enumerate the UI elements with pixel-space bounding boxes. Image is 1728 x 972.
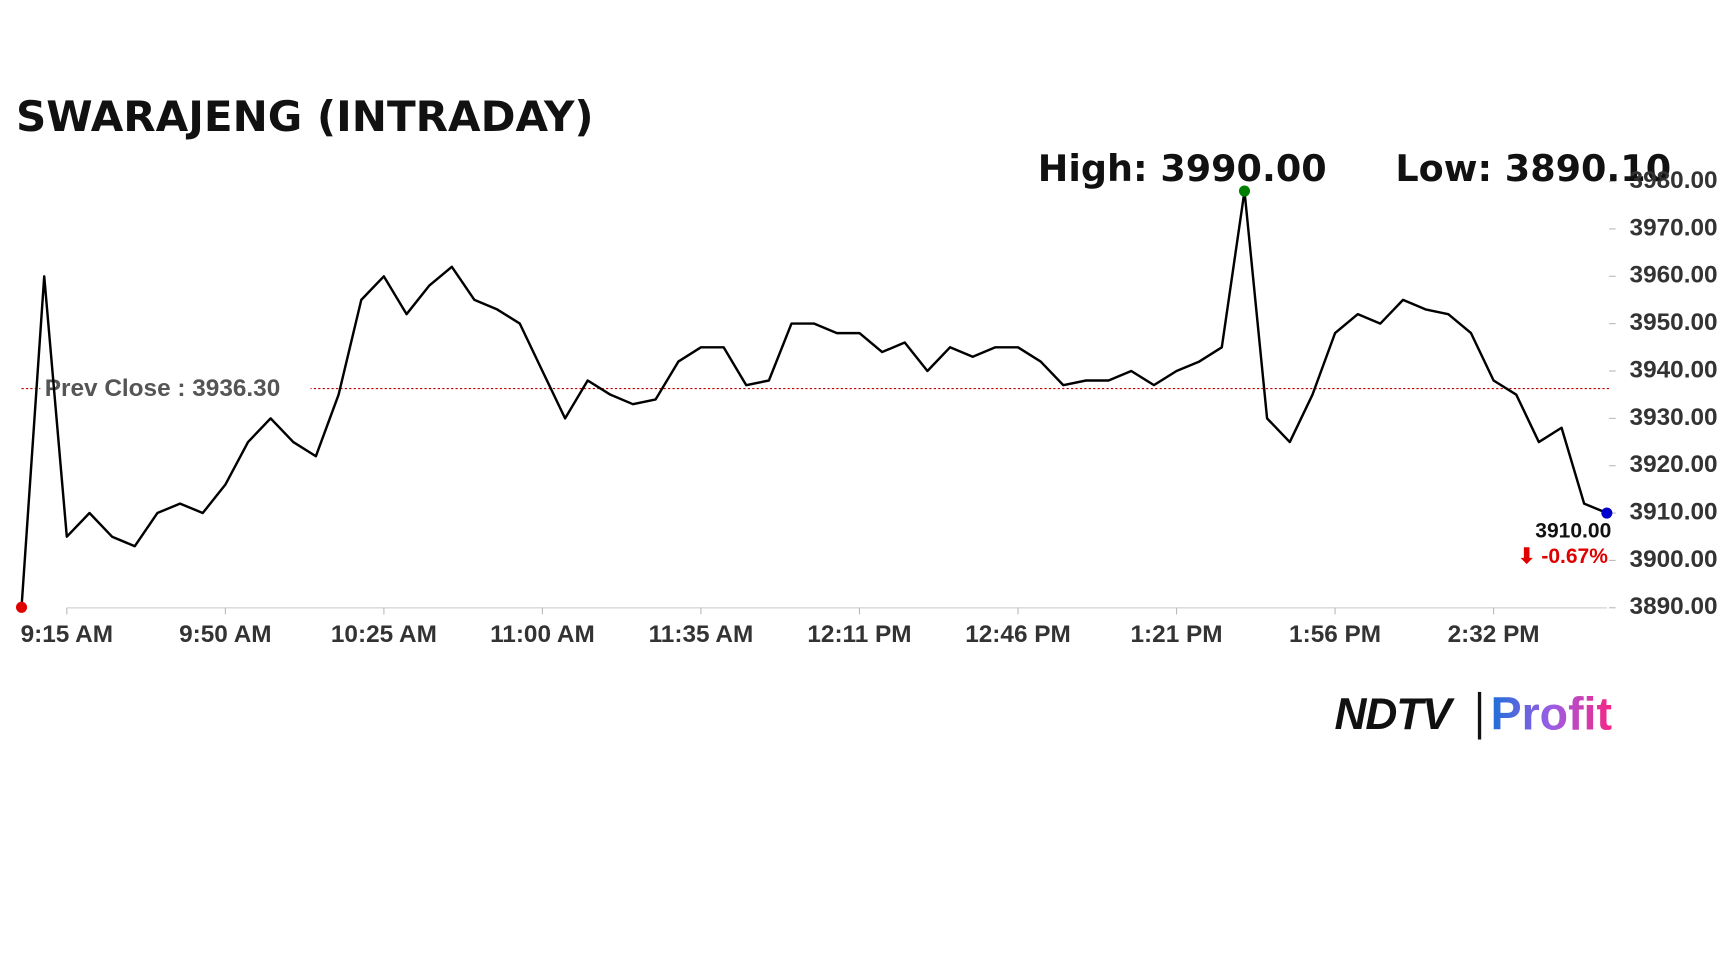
x-tick-label: 9:50 AM bbox=[179, 621, 271, 648]
y-tick-label: 3920.00 bbox=[1630, 451, 1718, 478]
y-tick-label: 3980.00 bbox=[1630, 167, 1718, 194]
y-tick-label: 3910.00 bbox=[1630, 498, 1718, 525]
x-tick-label: 12:11 PM bbox=[807, 621, 911, 648]
low-dot bbox=[15, 601, 28, 613]
price-line bbox=[20, 189, 1608, 608]
x-tick-label: 10:25 AM bbox=[331, 621, 437, 648]
high-dot bbox=[1238, 185, 1251, 197]
high-label: High: 3990.00 bbox=[1038, 147, 1327, 190]
last-dot bbox=[1601, 507, 1613, 519]
y-tick-label: 3960.00 bbox=[1630, 262, 1718, 289]
y-tick-label: 3970.00 bbox=[1630, 214, 1718, 241]
brand-logo: NDTV bbox=[1335, 690, 1456, 739]
x-tick-label: 1:21 PM bbox=[1131, 621, 1223, 648]
y-tick-label: 3900.00 bbox=[1630, 546, 1718, 573]
chart-title: SWARAJENG (INTRADAY) bbox=[16, 92, 594, 141]
prev-close-label: Prev Close : 3936.30 bbox=[45, 375, 280, 402]
brand-sub: Profit bbox=[1491, 688, 1612, 740]
last-price-label: 3910.00 bbox=[1535, 519, 1611, 542]
y-tick-label: 3950.00 bbox=[1630, 309, 1718, 336]
x-tick-label: 11:35 AM bbox=[649, 621, 754, 648]
y-tick-label: 3930.00 bbox=[1630, 404, 1718, 431]
x-tick-label: 12:46 PM bbox=[965, 621, 1071, 648]
x-tick-label: 11:00 AM bbox=[490, 621, 595, 648]
low-label: Low: 3890.10 bbox=[1395, 147, 1671, 190]
prev-close-bg bbox=[40, 373, 311, 405]
x-tick-label: 9:15 AM bbox=[21, 621, 113, 648]
y-tick-label: 3890.00 bbox=[1630, 593, 1718, 620]
y-tick-label: 3940.00 bbox=[1630, 356, 1718, 383]
change-label: ⬇ -0.67% bbox=[1518, 545, 1608, 568]
x-tick-label: 1:56 PM bbox=[1289, 621, 1381, 648]
x-tick-label: 2:32 PM bbox=[1448, 621, 1540, 648]
